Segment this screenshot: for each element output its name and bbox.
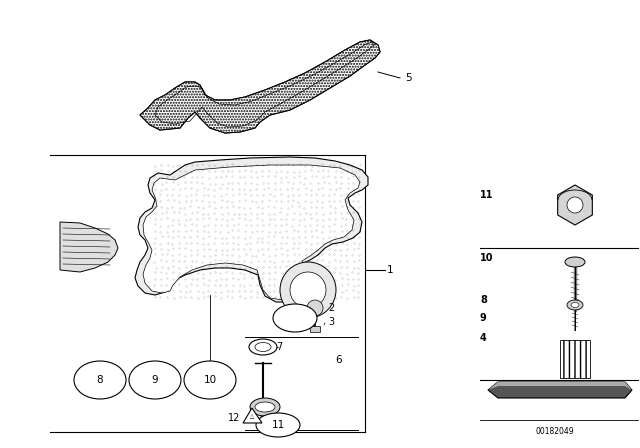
Ellipse shape: [256, 413, 300, 437]
Ellipse shape: [571, 302, 579, 307]
Polygon shape: [140, 40, 380, 133]
Text: 10: 10: [480, 253, 493, 263]
Text: 1: 1: [387, 265, 394, 275]
Circle shape: [280, 262, 336, 318]
Text: 12: 12: [228, 413, 241, 423]
Polygon shape: [488, 382, 632, 390]
Ellipse shape: [255, 343, 271, 352]
Text: 9: 9: [480, 313, 487, 323]
Text: 8: 8: [97, 375, 103, 385]
Text: 11: 11: [271, 420, 285, 430]
Text: 10: 10: [204, 375, 216, 385]
Ellipse shape: [255, 402, 275, 412]
Ellipse shape: [74, 361, 126, 399]
Text: 9: 9: [152, 375, 158, 385]
Ellipse shape: [129, 361, 181, 399]
Polygon shape: [143, 165, 360, 300]
Polygon shape: [557, 185, 593, 225]
Text: 00182049: 00182049: [536, 427, 574, 436]
Text: 4: 4: [292, 313, 298, 323]
Ellipse shape: [184, 361, 236, 399]
Text: 8: 8: [480, 295, 487, 305]
Ellipse shape: [565, 257, 585, 267]
Polygon shape: [60, 222, 118, 272]
Circle shape: [567, 197, 583, 213]
Text: △: △: [250, 414, 254, 418]
Polygon shape: [140, 40, 380, 133]
Text: 11: 11: [480, 190, 493, 200]
Text: 2: 2: [328, 303, 334, 313]
Text: 5: 5: [405, 73, 412, 83]
Polygon shape: [243, 408, 262, 423]
Bar: [560, 340, 590, 378]
Text: 4: 4: [480, 333, 487, 343]
Ellipse shape: [249, 339, 277, 355]
Text: 7: 7: [276, 342, 282, 352]
Polygon shape: [135, 157, 368, 302]
Circle shape: [290, 272, 326, 308]
Ellipse shape: [250, 398, 280, 416]
Bar: [310, 326, 320, 332]
Text: 3: 3: [328, 317, 334, 327]
Circle shape: [307, 300, 323, 316]
Polygon shape: [488, 382, 632, 398]
Text: 6: 6: [335, 355, 342, 365]
Ellipse shape: [567, 300, 583, 310]
Ellipse shape: [273, 304, 317, 332]
